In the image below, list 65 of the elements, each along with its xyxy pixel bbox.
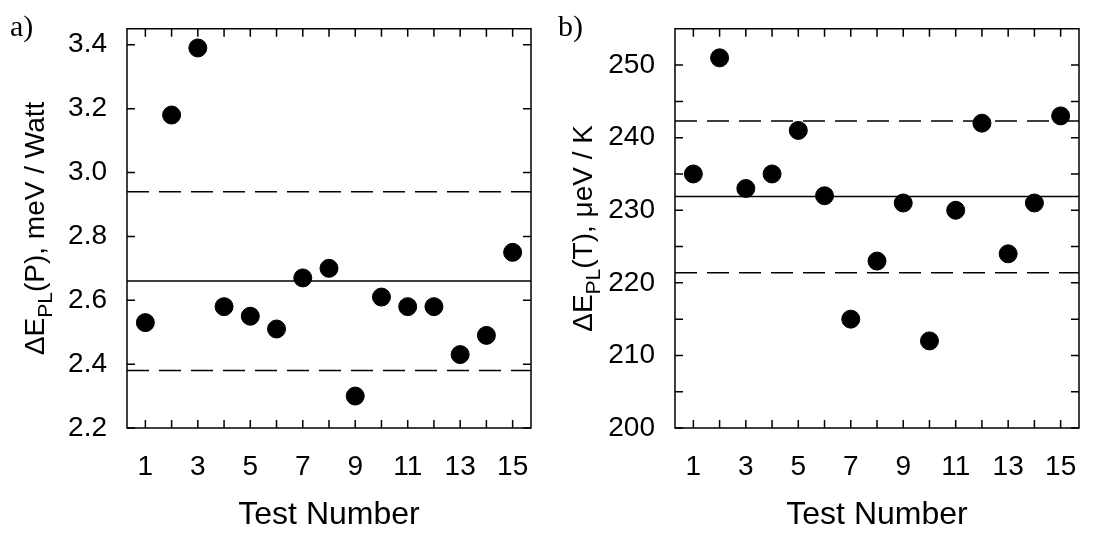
x-tick-label: 11 xyxy=(941,449,971,481)
point xyxy=(867,251,887,271)
x-tick-label: 11 xyxy=(393,449,423,481)
point xyxy=(424,297,444,317)
y-tick-label: 2.4 xyxy=(68,346,107,378)
point xyxy=(1024,193,1044,213)
point xyxy=(214,297,234,317)
point xyxy=(267,319,287,339)
y-tick-label: 240 xyxy=(608,120,655,152)
x-tick-label: 15 xyxy=(1045,449,1077,481)
point xyxy=(1051,106,1071,126)
point xyxy=(893,193,913,213)
point xyxy=(841,309,861,329)
point xyxy=(972,113,992,133)
y-tick-label: 2.6 xyxy=(68,282,107,314)
y-tick-label: 3.2 xyxy=(68,91,107,123)
point xyxy=(398,297,418,317)
x-tick-label: 1 xyxy=(685,449,702,481)
point xyxy=(319,258,339,278)
point xyxy=(162,105,182,125)
point xyxy=(736,178,756,198)
y-tick-label: 2.8 xyxy=(68,219,107,251)
y-tick-label: 2.2 xyxy=(68,410,107,442)
y-tick-label: 3.0 xyxy=(68,155,107,187)
point xyxy=(788,120,808,140)
x-tick-label: 9 xyxy=(347,449,364,481)
x-tick-label: 13 xyxy=(444,449,476,481)
point xyxy=(345,386,365,406)
point xyxy=(240,306,260,326)
point xyxy=(762,164,782,184)
point xyxy=(476,325,496,345)
x-tick-label: 7 xyxy=(842,449,859,481)
point xyxy=(710,48,730,68)
point xyxy=(503,242,523,262)
x-tick-label: 15 xyxy=(497,449,529,481)
chart-title: a) xyxy=(10,9,34,43)
y-tick-label: 210 xyxy=(608,338,655,370)
x-tick-label: 3 xyxy=(190,449,206,481)
point xyxy=(371,287,391,307)
chart-title: b) xyxy=(558,9,583,43)
point xyxy=(919,331,939,351)
x-tick-label: 7 xyxy=(294,449,311,481)
y-tick-label: 220 xyxy=(608,265,655,297)
x-tick-label: 5 xyxy=(242,449,259,481)
x-tick-label: 9 xyxy=(895,449,912,481)
y-tick-label: 230 xyxy=(608,192,655,224)
y-tick-label: 250 xyxy=(608,47,655,79)
point xyxy=(815,186,835,206)
y-tick-label: 3.4 xyxy=(68,27,107,59)
x-tick-label: 3 xyxy=(738,449,754,481)
x-tick-label: 1 xyxy=(137,449,154,481)
x-tick-label: 13 xyxy=(992,449,1024,481)
point xyxy=(188,38,208,58)
point xyxy=(683,164,703,184)
x-axis-title: Test Number xyxy=(786,495,969,531)
y-axis-title: ΔEPL(P), meV / Watt xyxy=(19,101,57,356)
point xyxy=(293,268,313,288)
point xyxy=(946,200,966,220)
y-axis-title: ΔEPL(T), μeV / K xyxy=(567,124,605,332)
point xyxy=(135,313,155,333)
point xyxy=(998,244,1018,264)
point xyxy=(450,345,470,365)
x-axis-title: Test Number xyxy=(238,495,421,531)
x-tick-label: 5 xyxy=(790,449,807,481)
y-tick-label: 200 xyxy=(608,410,655,442)
